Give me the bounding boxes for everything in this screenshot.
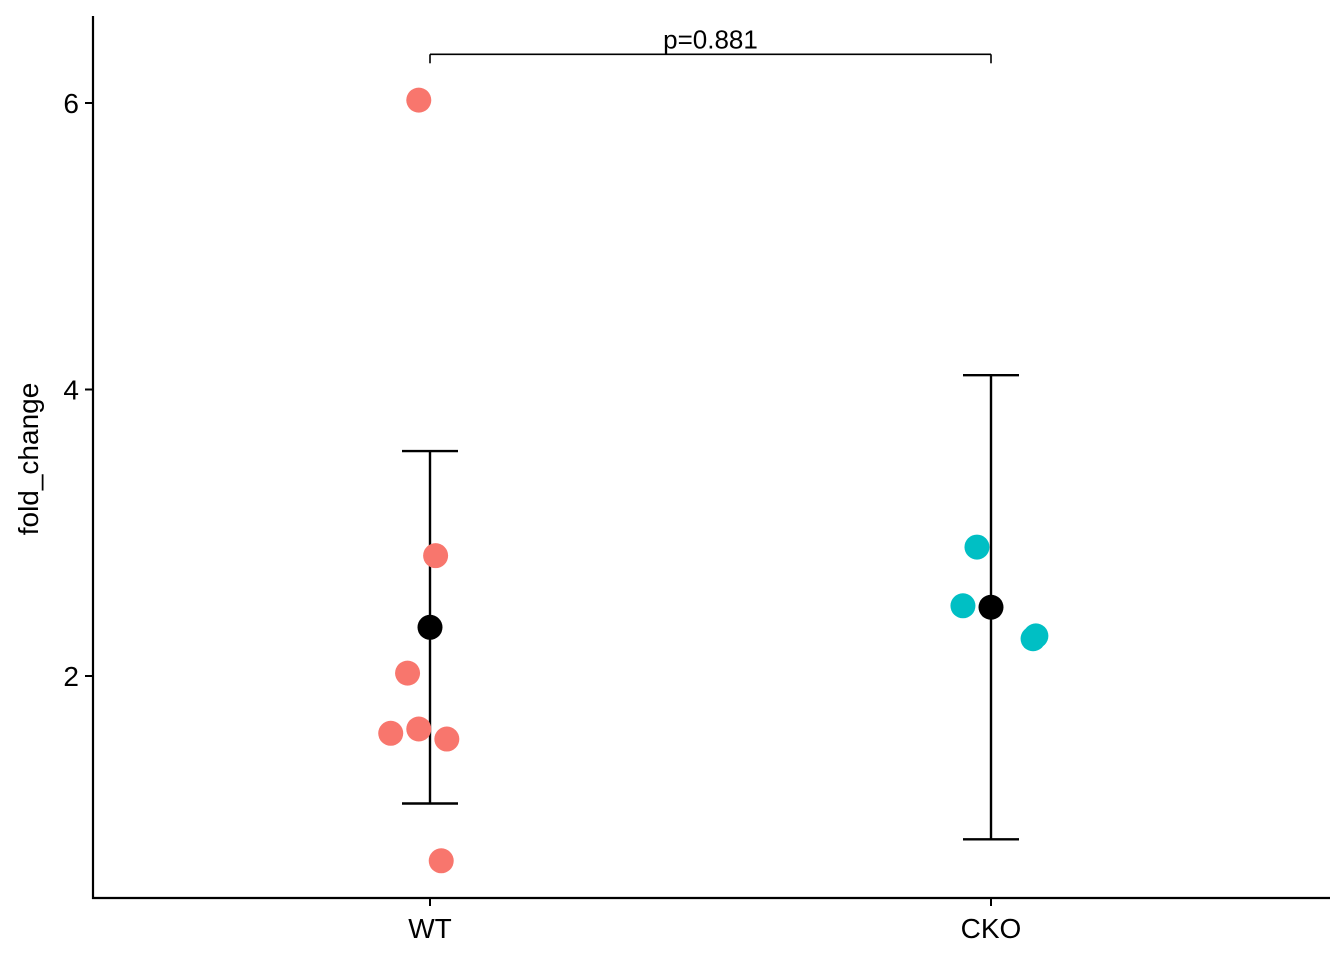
- data-points: [378, 87, 1049, 874]
- error-bars: [402, 373, 1019, 841]
- data-point-wt: [428, 848, 454, 874]
- x-tick-label: WT: [408, 913, 452, 944]
- data-point-wt: [406, 716, 432, 742]
- y-tick-label: 2: [63, 661, 79, 692]
- y-tick-label: 6: [63, 88, 79, 119]
- data-point-cko: [1023, 623, 1049, 649]
- data-point-wt: [423, 543, 449, 569]
- y-tick-label: 4: [63, 375, 79, 406]
- y-axis-title: fold_change: [13, 383, 44, 536]
- tick-labels: 2 4 6 WT CKO: [63, 88, 1021, 944]
- data-point-wt: [406, 87, 432, 113]
- mean-point-wt: [417, 614, 443, 640]
- p-value-label: p=0.881: [663, 24, 758, 54]
- axes: [85, 16, 1330, 906]
- data-point-wt: [434, 726, 460, 752]
- data-point-cko: [964, 534, 990, 560]
- data-point-wt: [395, 660, 421, 686]
- data-point-wt: [378, 720, 404, 746]
- mean-point-cko: [978, 594, 1004, 620]
- data-point-cko: [950, 593, 976, 619]
- significance-annotation: p=0.881: [429, 24, 992, 64]
- mean-points: [417, 594, 1004, 640]
- x-tick-label: CKO: [961, 913, 1022, 944]
